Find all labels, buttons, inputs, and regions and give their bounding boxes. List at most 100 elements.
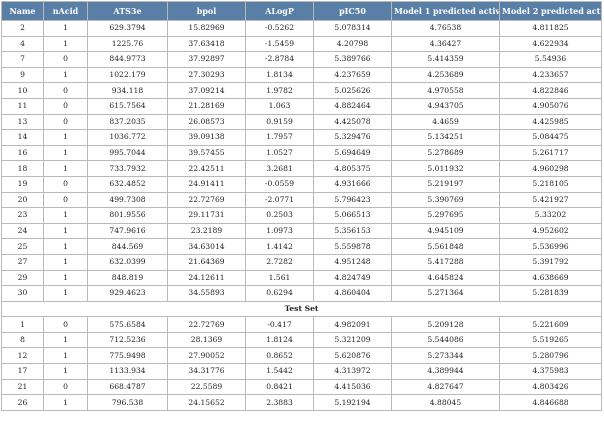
table-cell: 5.417288 — [391, 253, 500, 271]
table-cell: 5.536996 — [499, 238, 602, 255]
table-cell: 1 — [43, 394, 88, 411]
table-row: 30 1 929.4623 34.55893 0.6294 4.860404 5.27136… — [1, 285, 602, 302]
table-cell: 5.321209 — [313, 331, 392, 349]
table-cell: 4.943705 — [391, 97, 500, 115]
table-cell: 848.819 — [87, 269, 168, 287]
test-set-label: Test Set — [1, 300, 602, 318]
table-cell: 0.8421 — [245, 378, 314, 396]
table-cell: 19 — [1, 175, 44, 193]
table-cell: 4.425078 — [313, 113, 392, 131]
table-cell: 1 — [43, 129, 88, 146]
table-cell: 4.982091 — [313, 316, 392, 333]
table-cell: 0.9159 — [245, 113, 314, 131]
table-cell: 0 — [43, 97, 88, 115]
table-cell: 1225.76 — [87, 35, 168, 53]
table-cell: 5.011932 — [391, 160, 500, 177]
table-cell: 837.2035 — [87, 113, 168, 131]
table-cell: -2.0771 — [245, 191, 314, 209]
table-cell: 15.82969 — [167, 20, 246, 37]
table-cell: 1 — [43, 269, 88, 287]
table-cell: 24.15652 — [167, 394, 246, 411]
table-cell: 7 — [1, 51, 44, 68]
table-row: 16 1 995.7044 39.57455 1.0527 5.694649 5.27868… — [1, 144, 602, 162]
table-cell: 5.356153 — [313, 222, 392, 240]
table-cell: 4.237659 — [313, 66, 392, 84]
table-cell: 5.620876 — [313, 347, 392, 365]
table-cell: 37.92897 — [167, 51, 246, 68]
table-row: 27 1 632.0399 21.64369 2.7282 4.951248 5.41728… — [1, 253, 602, 271]
table-row: 10 0 934.118 37.09214 1.9782 5.025626 4.970558… — [1, 82, 602, 99]
table-cell: 0 — [43, 175, 88, 193]
table-cell: -0.5262 — [245, 20, 314, 37]
table-cell: 1 — [43, 66, 88, 84]
table-cell: 28.1369 — [167, 331, 246, 349]
table-cell: 4.313972 — [313, 363, 392, 380]
test-set-section: Test Set — [1, 300, 602, 318]
table-cell: 5.084475 — [499, 129, 602, 146]
table-cell: 4.415036 — [313, 378, 392, 396]
table-cell: 5.078314 — [313, 20, 392, 37]
table-cell: 0.6294 — [245, 285, 314, 302]
table-cell: 21.64369 — [167, 253, 246, 271]
table-cell: 4.805375 — [313, 160, 392, 177]
table-row: 18 1 733.7932 22.42511 3.2681 4.805375 5.01193… — [1, 160, 602, 177]
table-cell: 4 — [1, 35, 44, 53]
table-cell: 4.36427 — [391, 35, 500, 53]
table-cell: 5.219197 — [391, 175, 500, 193]
table-cell: 1.5442 — [245, 363, 314, 380]
table-row: 4 1 1225.76 37.63418 -1.5459 4.20798 4.36427 4.… — [1, 35, 602, 53]
table-cell: 4.20798 — [313, 35, 392, 53]
column-header-model2: Model 2 predicted activity — [499, 1, 602, 21]
table-cell: 5.414359 — [391, 51, 500, 68]
table-cell: 4.945109 — [391, 222, 500, 240]
table-cell: 5.261717 — [499, 144, 602, 162]
table-cell: 499.7308 — [87, 191, 168, 209]
table-cell: 4.622934 — [499, 35, 602, 53]
table-cell: 10 — [1, 82, 44, 99]
column-header-nacid: nAcid — [43, 1, 88, 21]
table-cell: 29.11731 — [167, 207, 246, 224]
table-cell: 1.7957 — [245, 129, 314, 146]
table-cell: 26 — [1, 394, 44, 411]
table-cell: 22.42511 — [167, 160, 246, 177]
table-cell: 615.7564 — [87, 97, 168, 115]
table-cell: 26.08573 — [167, 113, 246, 131]
column-header-alogp: ALogP — [245, 1, 314, 21]
table-cell: 21.28169 — [167, 97, 246, 115]
table-cell: 37.09214 — [167, 82, 246, 99]
table-cell: 34.55893 — [167, 285, 246, 302]
table-cell: 1 — [43, 222, 88, 240]
table-row: 11 0 615.7564 21.28169 1.063 4.882464 4.943705… — [1, 97, 602, 115]
test-set-label-row: Test Set — [1, 300, 602, 318]
table-cell: 1 — [43, 144, 88, 162]
table-cell: 4.905076 — [499, 97, 602, 115]
table-row: 29 1 848.819 24.12611 1.561 4.824749 4.645824 4… — [1, 269, 602, 287]
table-cell: 934.118 — [87, 82, 168, 99]
table-cell: 4.253689 — [391, 66, 500, 84]
table-cell: 5.33202 — [499, 207, 602, 224]
table-cell: 4.951248 — [313, 253, 392, 271]
table-cell: 22.5589 — [167, 378, 246, 396]
table-cell: 929.4623 — [87, 285, 168, 302]
table-cell: 5.561848 — [391, 238, 500, 255]
table-cell: 4.803426 — [499, 378, 602, 396]
table-cell: 4.827647 — [391, 378, 500, 396]
table-cell: 5.192194 — [313, 394, 392, 411]
table-cell: 5.025626 — [313, 82, 392, 99]
table-cell: 5.389766 — [313, 51, 392, 68]
table-cell: 1.0973 — [245, 222, 314, 240]
table-cell: 5.209128 — [391, 316, 500, 333]
table-row: 25 1 844.569 34.63014 1.4142 5.559878 5.561848… — [1, 238, 602, 255]
table-cell: -2.8784 — [245, 51, 314, 68]
table-cell: 4.389944 — [391, 363, 500, 380]
table-row: 9 1 1022.179 27.30293 1.8134 4.237659 4.253689… — [1, 66, 602, 84]
table-cell: 629.3794 — [87, 20, 168, 37]
table-cell: 0.8652 — [245, 347, 314, 365]
table-cell: 9 — [1, 66, 44, 84]
test-table-row: 21 0 668.4787 22.5589 0.8421 4.415036 4.827647… — [1, 378, 602, 396]
table-cell: 1 — [43, 285, 88, 302]
table-cell: 4.960298 — [499, 160, 602, 177]
column-header-name: Name — [1, 1, 44, 21]
table-row: 24 1 747.9616 23.2189 1.0973 5.356153 4.945109… — [1, 222, 602, 240]
table-row: 19 0 632.4852 24.91411 -0.0559 4.931666 5.2191… — [1, 175, 602, 193]
